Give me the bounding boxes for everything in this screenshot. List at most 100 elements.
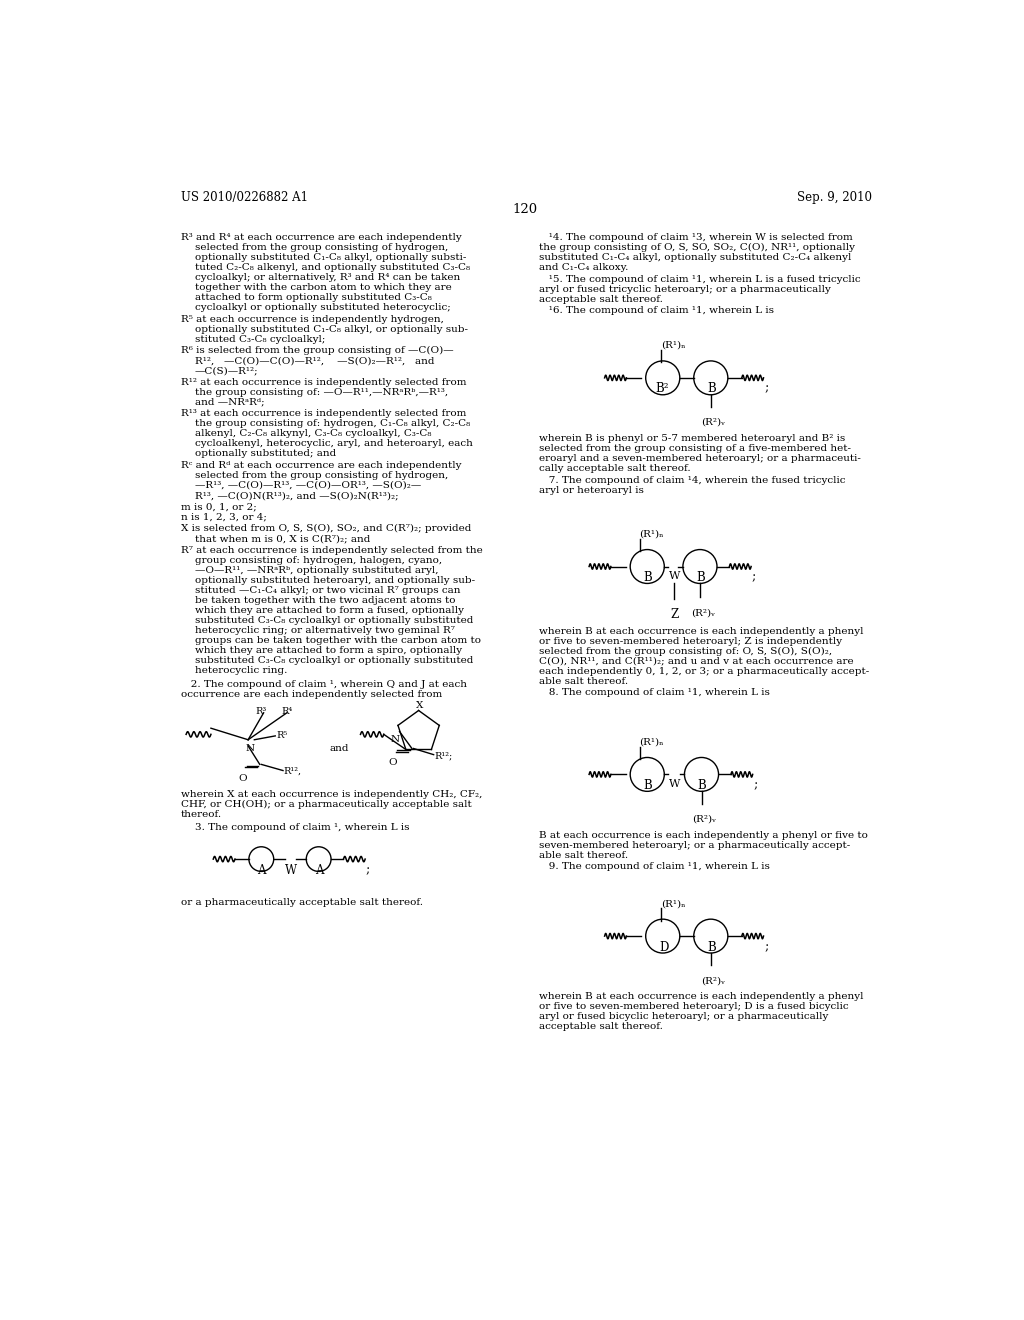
Text: and C₁-C₄ alkoxy.: and C₁-C₄ alkoxy. — [539, 263, 628, 272]
Text: R¹³, —C(O)N(R¹³)₂, and —S(O)₂N(R¹³)₂;: R¹³, —C(O)N(R¹³)₂, and —S(O)₂N(R¹³)₂; — [195, 491, 398, 500]
Text: B at each occurrence is each independently a phenyl or five to: B at each occurrence is each independent… — [539, 830, 867, 840]
Text: O: O — [238, 775, 247, 783]
Text: which they are attached to form a fused, optionally: which they are attached to form a fused,… — [195, 606, 464, 615]
Text: C(O), NR¹¹, and C(R¹¹)₂; and u and v at each occurrence are: C(O), NR¹¹, and C(R¹¹)₂; and u and v at … — [539, 656, 853, 665]
Text: —O—R¹¹, —NRᵃRᵇ, optionally substituted aryl,: —O—R¹¹, —NRᵃRᵇ, optionally substituted a… — [195, 566, 438, 574]
Text: cycloalkenyl, heterocyclic, aryl, and heteroaryl, each: cycloalkenyl, heterocyclic, aryl, and he… — [195, 440, 472, 449]
Text: 7. The compound of claim ¹4, wherein the fused tricyclic: 7. The compound of claim ¹4, wherein the… — [539, 475, 845, 484]
Text: R⁷ at each occurrence is independently selected from the: R⁷ at each occurrence is independently s… — [180, 545, 482, 554]
Text: R¹²;: R¹²; — [434, 751, 453, 760]
Text: R³: R³ — [256, 708, 267, 717]
Text: optionally substituted C₁-C₈ alkyl, or optionally sub-: optionally substituted C₁-C₈ alkyl, or o… — [195, 325, 468, 334]
Text: ¹4. The compound of claim ¹3, wherein W is selected from: ¹4. The compound of claim ¹3, wherein W … — [539, 234, 853, 242]
Text: together with the carbon atom to which they are: together with the carbon atom to which t… — [195, 284, 452, 292]
Text: acceptable salt thereof.: acceptable salt thereof. — [539, 294, 663, 304]
Text: R¹³ at each occurrence is independently selected from: R¹³ at each occurrence is independently … — [180, 409, 466, 418]
Text: B²: B² — [655, 383, 670, 396]
Text: —C(S)—R¹²;: —C(S)—R¹²; — [195, 367, 258, 375]
Text: ;: ; — [366, 863, 370, 876]
Text: ;: ; — [764, 381, 769, 395]
Text: the group consisting of: hydrogen, C₁-C₈ alkyl, C₂-C₈: the group consisting of: hydrogen, C₁-C₈… — [195, 420, 470, 429]
Text: (R²)ᵥ: (R²)ᵥ — [692, 814, 716, 824]
Text: (R¹)ₙ: (R¹)ₙ — [662, 341, 686, 350]
Text: O: O — [389, 758, 397, 767]
Text: R³ and R⁴ at each occurrence are each independently: R³ and R⁴ at each occurrence are each in… — [180, 234, 462, 242]
Text: 120: 120 — [512, 203, 538, 216]
Text: R¹²,: R¹², — [284, 767, 302, 776]
Text: substituted C₁-C₄ alkyl, optionally substituted C₂-C₄ alkenyl: substituted C₁-C₄ alkyl, optionally subs… — [539, 253, 851, 263]
Text: able salt thereof.: able salt thereof. — [539, 850, 628, 859]
Text: B: B — [707, 383, 716, 396]
Text: wherein B at each occurrence is each independently a phenyl: wherein B at each occurrence is each ind… — [539, 993, 863, 1002]
Text: Z: Z — [671, 609, 679, 622]
Text: optionally substituted C₁-C₈ alkyl, optionally substi-: optionally substituted C₁-C₈ alkyl, opti… — [195, 253, 466, 263]
Text: stituted —C₁-C₄ alkyl; or two vicinal R⁷ groups can: stituted —C₁-C₄ alkyl; or two vicinal R⁷… — [195, 586, 460, 595]
Text: seven-membered heteroaryl; or a pharmaceutically accept-: seven-membered heteroaryl; or a pharmace… — [539, 841, 850, 850]
Text: A: A — [257, 863, 266, 876]
Text: or five to seven-membered heteroaryl; D is a fused bicyclic: or five to seven-membered heteroaryl; D … — [539, 1002, 848, 1011]
Text: N: N — [390, 735, 399, 743]
Text: optionally substituted; and: optionally substituted; and — [195, 449, 336, 458]
Text: substituted C₃-C₈ cycloalkyl or optionally substituted: substituted C₃-C₈ cycloalkyl or optional… — [195, 656, 473, 665]
Text: heterocyclic ring.: heterocyclic ring. — [195, 665, 287, 675]
Text: D: D — [658, 941, 669, 954]
Text: the group consisting of O, S, SO, SO₂, C(O), NR¹¹, optionally: the group consisting of O, S, SO, SO₂, C… — [539, 243, 855, 252]
Text: (R²)ᵥ: (R²)ᵥ — [701, 977, 725, 985]
Text: R⁵: R⁵ — [276, 731, 288, 741]
Text: selected from the group consisting of hydrogen,: selected from the group consisting of hy… — [195, 471, 447, 480]
Text: 8. The compound of claim ¹1, wherein L is: 8. The compound of claim ¹1, wherein L i… — [539, 688, 770, 697]
Text: selected from the group consisting of hydrogen,: selected from the group consisting of hy… — [195, 243, 447, 252]
Text: the group consisting of: —O—R¹¹,—NRᵃRᵇ,—R¹³,: the group consisting of: —O—R¹¹,—NRᵃRᵇ,—… — [195, 388, 447, 397]
Text: (R¹)ₙ: (R¹)ₙ — [640, 738, 664, 746]
Text: N: N — [245, 743, 254, 752]
Text: ¹6. The compound of claim ¹1, wherein L is: ¹6. The compound of claim ¹1, wherein L … — [539, 306, 774, 315]
Text: cycloalkyl; or alternatively, R³ and R⁴ can be taken: cycloalkyl; or alternatively, R³ and R⁴ … — [195, 273, 460, 282]
Text: W: W — [286, 863, 297, 876]
Text: and: and — [330, 743, 349, 752]
Text: X is selected from O, S, S(O), SO₂, and C(R⁷)₂; provided: X is selected from O, S, S(O), SO₂, and … — [180, 524, 471, 533]
Text: (R²)ᵥ: (R²)ᵥ — [690, 609, 715, 618]
Text: each independently 0, 1, 2, or 3; or a pharmaceutically accept-: each independently 0, 1, 2, or 3; or a p… — [539, 667, 869, 676]
Text: attached to form optionally substituted C₃-C₈: attached to form optionally substituted … — [195, 293, 431, 302]
Text: cally acceptable salt thereof.: cally acceptable salt thereof. — [539, 465, 690, 473]
Text: —R¹³, —C(O)—R¹³, —C(O)—OR¹³, —S(O)₂—: —R¹³, —C(O)—R¹³, —C(O)—OR¹³, —S(O)₂— — [195, 480, 421, 490]
Text: R¹² at each occurrence is independently selected from: R¹² at each occurrence is independently … — [180, 378, 466, 387]
Text: selected from the group consisting of: O, S, S(O), S(O)₂,: selected from the group consisting of: O… — [539, 647, 831, 656]
Text: eroaryl and a seven-membered heteroaryl; or a pharmaceuti-: eroaryl and a seven-membered heteroaryl;… — [539, 454, 860, 463]
Text: ;: ; — [764, 940, 769, 953]
Text: optionally substituted heteroaryl, and optionally sub-: optionally substituted heteroaryl, and o… — [195, 576, 475, 585]
Text: and —NRᵃRᵈ;: and —NRᵃRᵈ; — [195, 397, 264, 407]
Text: or a pharmaceutically acceptable salt thereof.: or a pharmaceutically acceptable salt th… — [180, 898, 423, 907]
Text: 9. The compound of claim ¹1, wherein L is: 9. The compound of claim ¹1, wherein L i… — [539, 862, 770, 871]
Text: groups can be taken together with the carbon atom to: groups can be taken together with the ca… — [195, 636, 480, 644]
Text: aryl or fused tricyclic heteroaryl; or a pharmaceutically: aryl or fused tricyclic heteroaryl; or a… — [539, 285, 830, 293]
Text: R⁶ is selected from the group consisting of —C(O)—: R⁶ is selected from the group consisting… — [180, 346, 454, 355]
Text: wherein B at each occurrence is each independently a phenyl: wherein B at each occurrence is each ind… — [539, 627, 863, 635]
Text: R⁵ at each occurrence is independently hydrogen,: R⁵ at each occurrence is independently h… — [180, 314, 443, 323]
Text: Sep. 9, 2010: Sep. 9, 2010 — [797, 191, 872, 203]
Text: A: A — [314, 863, 324, 876]
Text: wherein B is phenyl or 5-7 membered heteroaryl and B² is: wherein B is phenyl or 5-7 membered hete… — [539, 434, 845, 444]
Text: W: W — [669, 572, 680, 581]
Text: acceptable salt thereof.: acceptable salt thereof. — [539, 1022, 663, 1031]
Text: aryl or heteroaryl is: aryl or heteroaryl is — [539, 486, 644, 495]
Text: stituted C₃-C₈ cycloalkyl;: stituted C₃-C₈ cycloalkyl; — [195, 335, 325, 343]
Text: B: B — [697, 779, 707, 792]
Text: B: B — [643, 779, 652, 792]
Text: CHF, or CH(OH); or a pharmaceutically acceptable salt: CHF, or CH(OH); or a pharmaceutically ac… — [180, 800, 471, 809]
Text: ¹5. The compound of claim ¹1, wherein L is a fused tricyclic: ¹5. The compound of claim ¹1, wherein L … — [539, 275, 860, 284]
Text: n is 1, 2, 3, or 4;: n is 1, 2, 3, or 4; — [180, 512, 266, 521]
Text: that when m is 0, X is C(R⁷)₂; and: that when m is 0, X is C(R⁷)₂; and — [195, 535, 370, 543]
Text: m is 0, 1, or 2;: m is 0, 1, or 2; — [180, 503, 256, 512]
Text: 2. The compound of claim ¹, wherein Q and J at each: 2. The compound of claim ¹, wherein Q an… — [180, 680, 467, 689]
Text: R⁴: R⁴ — [282, 708, 293, 717]
Text: alkenyl, C₂-C₈ alkynyl, C₃-C₈ cycloalkyl, C₃-C₈: alkenyl, C₂-C₈ alkynyl, C₃-C₈ cycloalkyl… — [195, 429, 431, 438]
Text: be taken together with the two adjacent atoms to: be taken together with the two adjacent … — [195, 595, 455, 605]
Text: substituted C₃-C₈ cycloalkyl or optionally substituted: substituted C₃-C₈ cycloalkyl or optional… — [195, 615, 473, 624]
Text: selected from the group consisting of a five-membered het-: selected from the group consisting of a … — [539, 444, 851, 453]
Text: heterocyclic ring; or alternatively two geminal R⁷: heterocyclic ring; or alternatively two … — [195, 626, 455, 635]
Text: tuted C₂-C₈ alkenyl, and optionally substituted C₃-C₈: tuted C₂-C₈ alkenyl, and optionally subs… — [195, 263, 470, 272]
Text: aryl or fused bicyclic heteroaryl; or a pharmaceutically: aryl or fused bicyclic heteroaryl; or a … — [539, 1012, 828, 1022]
Text: 3. The compound of claim ¹, wherein L is: 3. The compound of claim ¹, wherein L is — [195, 822, 410, 832]
Text: occurrence are each independently selected from: occurrence are each independently select… — [180, 689, 442, 698]
